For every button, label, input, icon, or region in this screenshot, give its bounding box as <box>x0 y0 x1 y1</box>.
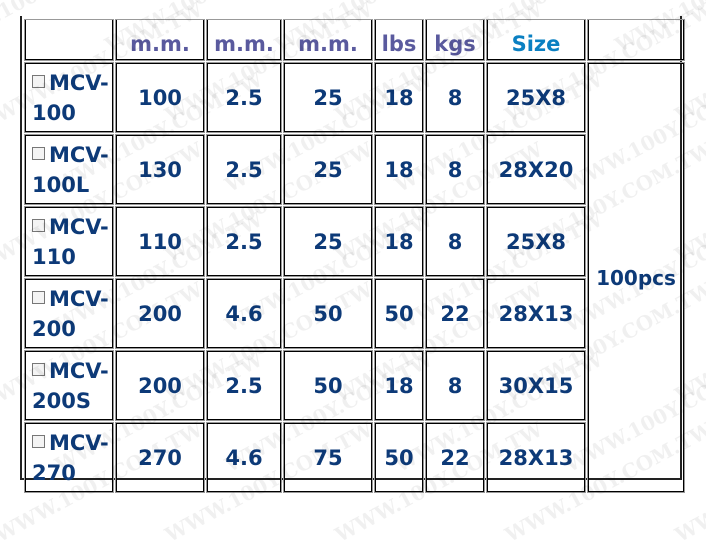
value-cell-c1: 200 <box>116 351 204 420</box>
value-cell-size: 28X20 <box>487 135 585 204</box>
model-name: MCV-100 <box>32 70 109 125</box>
checkbox[interactable] <box>32 434 45 448</box>
model-name: MCV-200 <box>32 286 109 341</box>
header-cell: m.m. <box>207 20 281 60</box>
value-cell-c5: 8 <box>426 63 484 132</box>
header-cell-size: Size <box>487 20 585 60</box>
value-cell-c2: 4.6 <box>207 423 281 492</box>
header-cell: m.m. <box>284 20 372 60</box>
model-name: MCV-200S <box>32 358 109 413</box>
checkbox[interactable] <box>32 362 45 376</box>
value-cell-c1: 270 <box>116 423 204 492</box>
product-spec-table: m.m. m.m. m.m. lbs kgs Size MCV-100 100 2.… <box>22 17 687 495</box>
value-cell-c1: 130 <box>116 135 204 204</box>
table-row: MCV-270 270 4.6 75 50 22 28X13 <box>25 423 684 492</box>
model-cell: MCV-100L <box>25 135 113 204</box>
model-name: MCV-100L <box>32 142 109 197</box>
model-name: MCV-270 <box>32 430 109 485</box>
value-cell-c5: 8 <box>426 207 484 276</box>
model-cell: MCV-200 <box>25 279 113 348</box>
model-cell: MCV-110 <box>25 207 113 276</box>
header-cell: kgs <box>426 20 484 60</box>
value-cell-c3: 25 <box>284 207 372 276</box>
header-cell: lbs <box>375 20 423 60</box>
value-cell-c4: 18 <box>375 207 423 276</box>
value-cell-c2: 2.5 <box>207 135 281 204</box>
checkbox[interactable] <box>32 290 45 304</box>
table-row: MCV-100 100 2.5 25 18 8 25X8 100pcs <box>25 63 684 492</box>
value-cell-c5: 8 <box>426 351 484 420</box>
value-cell-c2: 2.5 <box>207 207 281 276</box>
header-cell <box>25 20 113 60</box>
value-cell-size: 25X8 <box>487 207 585 276</box>
header-cell <box>588 20 684 60</box>
table-row: MCV-100L 130 2.5 25 18 8 28X20 <box>25 135 684 204</box>
table-frame <box>20 16 682 480</box>
value-cell-size: 25X8 <box>487 63 585 132</box>
table-row: MCV-200S 200 2.5 50 18 8 30X15 <box>25 351 684 420</box>
value-cell-c4: 50 <box>375 423 423 492</box>
value-cell-c1: 200 <box>116 279 204 348</box>
value-cell-c2: 2.5 <box>207 63 281 132</box>
checkbox[interactable] <box>32 74 45 88</box>
value-cell-size: 30X15 <box>487 351 585 420</box>
value-cell-c4: 18 <box>375 135 423 204</box>
value-cell-c2: 2.5 <box>207 351 281 420</box>
value-cell-c3: 25 <box>284 63 372 132</box>
value-cell-c1: 100 <box>116 63 204 132</box>
value-cell-c4: 18 <box>375 63 423 132</box>
value-cell-c5: 22 <box>426 423 484 492</box>
checkbox[interactable] <box>32 146 45 160</box>
value-cell-c2: 4.6 <box>207 279 281 348</box>
checkbox[interactable] <box>32 218 45 232</box>
value-cell-c4: 50 <box>375 279 423 348</box>
model-cell: MCV-100 <box>25 63 113 132</box>
value-cell-c3: 50 <box>284 279 372 348</box>
value-cell-size: 28X13 <box>487 423 585 492</box>
table-row: MCV-110 110 2.5 25 18 8 25X8 <box>25 207 684 276</box>
value-cell-c1: 110 <box>116 207 204 276</box>
model-name: MCV-110 <box>32 214 109 269</box>
header-cell: m.m. <box>116 20 204 60</box>
header-row: m.m. m.m. m.m. lbs kgs Size <box>25 20 684 60</box>
table-row: MCV-200 200 4.6 50 50 22 28X13 <box>25 279 684 348</box>
value-cell-c3: 75 <box>284 423 372 492</box>
value-cell-c5: 22 <box>426 279 484 348</box>
model-cell: MCV-270 <box>25 423 113 492</box>
value-cell-size: 28X13 <box>487 279 585 348</box>
value-cell-c3: 50 <box>284 351 372 420</box>
packing-cell: 100pcs <box>588 63 684 492</box>
value-cell-c5: 8 <box>426 135 484 204</box>
model-cell: MCV-200S <box>25 351 113 420</box>
value-cell-c3: 25 <box>284 135 372 204</box>
value-cell-c4: 18 <box>375 351 423 420</box>
